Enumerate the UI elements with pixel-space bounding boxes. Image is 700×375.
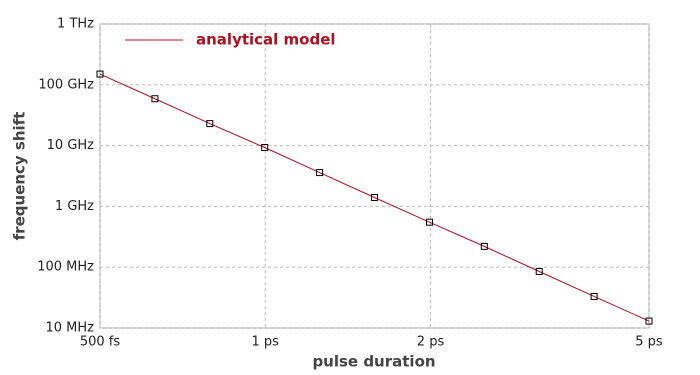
y-axis-title: frequency shift — [11, 112, 29, 241]
y-tick-label: 100 MHz — [37, 260, 94, 275]
y-tick-label: 100 GHz — [38, 77, 94, 92]
marker — [316, 169, 324, 177]
marker — [590, 292, 598, 300]
x-tick-label: 1 ps — [252, 335, 280, 350]
marker — [261, 144, 269, 152]
y-tick-label: 1 GHz — [55, 199, 94, 214]
marker — [535, 267, 543, 275]
y-tick-label: 1 THz — [57, 17, 94, 32]
line — [99, 73, 650, 322]
legend-label: analytical model — [196, 31, 336, 49]
x-axis-title: pulse duration — [312, 353, 435, 371]
marker — [151, 95, 159, 103]
marker — [370, 194, 378, 202]
x-tick-label: 500 fs — [80, 335, 121, 350]
marker — [425, 218, 433, 226]
y-tick-label: 10 GHz — [47, 138, 95, 153]
y-tick-label: 10 MHz — [46, 321, 95, 336]
marker — [480, 242, 488, 250]
marker — [96, 70, 104, 78]
plot-area — [99, 23, 650, 329]
marker — [206, 120, 214, 128]
x-tick-label: 2 ps — [417, 335, 445, 350]
marker — [645, 317, 653, 325]
x-tick-label: 5 ps — [635, 335, 663, 350]
